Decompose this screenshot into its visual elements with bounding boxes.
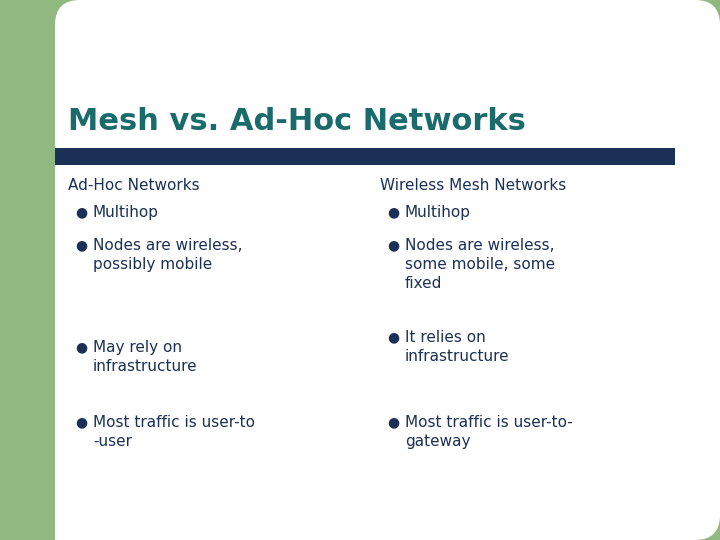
Text: Mesh vs. Ad-Hoc Networks: Mesh vs. Ad-Hoc Networks <box>68 107 526 137</box>
Text: ●: ● <box>75 340 87 354</box>
Text: ●: ● <box>387 415 399 429</box>
Bar <box>55 25 85 540</box>
Text: ●: ● <box>75 238 87 252</box>
Text: Nodes are wireless,
possibly mobile: Nodes are wireless, possibly mobile <box>93 238 243 272</box>
Text: ●: ● <box>75 205 87 219</box>
Text: Most traffic is user-to
-user: Most traffic is user-to -user <box>93 415 255 449</box>
Text: May rely on
infrastructure: May rely on infrastructure <box>93 340 197 374</box>
Text: Wireless Mesh Networks: Wireless Mesh Networks <box>380 178 566 193</box>
Text: Most traffic is user-to-
gateway: Most traffic is user-to- gateway <box>405 415 572 449</box>
Text: ●: ● <box>75 415 87 429</box>
Bar <box>55 148 675 165</box>
Text: It relies on
infrastructure: It relies on infrastructure <box>405 330 510 364</box>
Text: ●: ● <box>387 330 399 344</box>
Text: Nodes are wireless,
some mobile, some
fixed: Nodes are wireless, some mobile, some fi… <box>405 238 555 292</box>
Text: Multihop: Multihop <box>93 205 159 220</box>
Text: Ad-Hoc Networks: Ad-Hoc Networks <box>68 178 199 193</box>
Text: Multihop: Multihop <box>405 205 471 220</box>
Text: ●: ● <box>387 205 399 219</box>
Text: ●: ● <box>387 238 399 252</box>
FancyBboxPatch shape <box>55 0 720 540</box>
